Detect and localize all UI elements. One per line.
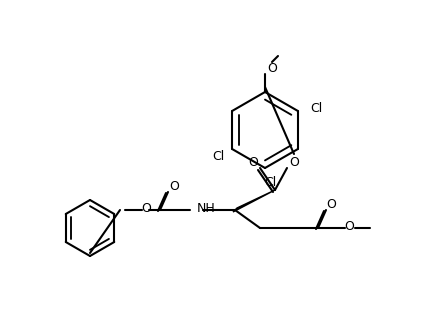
Text: O: O (326, 198, 336, 210)
Text: O: O (248, 155, 258, 169)
Text: NH: NH (197, 202, 216, 214)
Text: Cl: Cl (212, 150, 224, 164)
Text: O: O (344, 219, 354, 232)
Text: O: O (289, 155, 299, 169)
Text: O: O (169, 181, 179, 193)
Text: Cl: Cl (264, 176, 276, 188)
Text: Cl: Cl (310, 102, 322, 116)
Text: O: O (141, 202, 151, 214)
Polygon shape (233, 190, 275, 212)
Text: O: O (267, 62, 277, 74)
